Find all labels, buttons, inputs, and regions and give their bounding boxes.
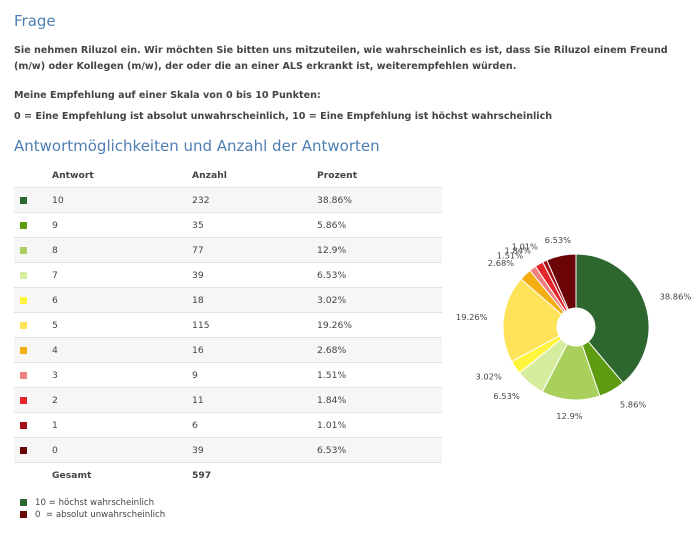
cell-prozent: 1.51%	[317, 362, 442, 388]
cell-prozent: 19.26%	[317, 312, 442, 338]
pie-slice	[575, 253, 650, 384]
slice-label: 38.86%	[660, 291, 692, 301]
cell-prozent: 2.68%	[317, 337, 442, 363]
cell-anzahl: 35	[192, 212, 317, 238]
cell-antwort: 9	[28, 212, 192, 238]
color-swatch	[20, 196, 27, 204]
pie-slice	[546, 253, 577, 311]
color-swatch	[20, 221, 27, 229]
color-swatch	[20, 396, 27, 404]
slice-label: 1.01%	[512, 242, 538, 252]
color-swatch	[20, 296, 27, 304]
cell-anzahl: 9	[192, 362, 317, 388]
slice-label: 2.68%	[488, 258, 514, 268]
cell-anzahl: 39	[192, 437, 317, 463]
legend-swatch	[20, 499, 27, 506]
table-row: 8 77 12.9%	[14, 237, 442, 263]
table-row: 3 9 1.51%	[14, 362, 442, 388]
scale-intro: Meine Empfehlung auf einer Skala von 0 b…	[14, 90, 321, 101]
legend-item: 10 = höchst wahrscheinlich	[20, 497, 165, 509]
color-swatch	[20, 246, 27, 254]
cell-anzahl: 115	[192, 312, 317, 338]
table-row: 5 115 19.26%	[14, 312, 442, 338]
table-row: 4 16 2.68%	[14, 337, 442, 363]
cell-antwort: 2	[28, 387, 192, 413]
scale-legend: 10 = höchst wahrscheinlich 0 = absolut u…	[20, 497, 165, 521]
cell-prozent: 3.02%	[317, 287, 442, 313]
slice-label: 6.53%	[545, 235, 571, 245]
color-swatch	[20, 421, 27, 429]
cell-antwort: 4	[28, 337, 192, 363]
cell-anzahl: 18	[192, 287, 317, 313]
cell-prozent: 6.53%	[317, 437, 442, 463]
cell-anzahl: 6	[192, 412, 317, 438]
slice-label: 3.02%	[476, 371, 502, 381]
slice-label: 19.26%	[456, 312, 488, 322]
slice-label: 12.9%	[556, 411, 582, 421]
header-antwort: Antwort	[52, 169, 94, 181]
cell-prozent: 5.86%	[317, 212, 442, 238]
cell-anzahl: 232	[192, 187, 317, 213]
scale-definition: 0 = Eine Empfehlung ist absolut unwahrsc…	[14, 111, 553, 122]
cell-antwort: 6	[28, 287, 192, 313]
table-row: 1 6 1.01%	[14, 412, 442, 438]
color-swatch	[20, 346, 27, 354]
cell-anzahl: 77	[192, 237, 317, 263]
legend-label: 10 = höchst wahrscheinlich	[35, 498, 155, 508]
cell-prozent: 38.86%	[317, 187, 442, 213]
pie-slice	[502, 278, 563, 363]
slice-label: 1.84%	[505, 245, 531, 255]
table-row: 6 18 3.02%	[14, 287, 442, 313]
cell-prozent: 6.53%	[317, 262, 442, 288]
answers-table: Antwort Anzahl Prozent 10 232 38.86% 9 35 5.8…	[14, 163, 442, 487]
color-swatch	[20, 271, 27, 279]
legend-label: 0 = absolut unwahrscheinlich	[35, 510, 166, 520]
header-anzahl: Anzahl	[192, 169, 227, 181]
cell-prozent: 1.84%	[317, 387, 442, 413]
header-prozent: Prozent	[317, 169, 358, 181]
cell-prozent: 12.9%	[317, 237, 442, 263]
cell-antwort: 10	[28, 187, 192, 213]
table-row: 10 232 38.86%	[14, 187, 442, 213]
table-row: 0 39 6.53%	[14, 437, 442, 463]
cell-antwort: 5	[28, 312, 192, 338]
section-title-question: Frage	[14, 12, 56, 30]
cell-antwort: 0	[28, 437, 192, 463]
section-title-answers: Antwortmöglichkeiten und Anzahl der Antw…	[14, 137, 380, 155]
cell-antwort: 7	[28, 262, 192, 288]
color-swatch	[20, 446, 27, 454]
slice-label: 1.51%	[497, 250, 523, 260]
total-row: Gesamt 597	[14, 462, 442, 487]
cell-antwort: 8	[28, 237, 192, 263]
donut-chart: 38.86% 5.86% 12.9% 6.53% 3.02% 19.26% 2.68%1.5…	[456, 235, 692, 421]
table-row: 7 39 6.53%	[14, 262, 442, 288]
color-swatch	[20, 371, 27, 379]
question-text: Sie nehmen Riluzol ein. Wir möchten Sie …	[14, 45, 668, 72]
slice-label: 5.86%	[620, 399, 646, 409]
legend-item: 0 = absolut unwahrscheinlich	[20, 509, 165, 521]
color-swatch	[20, 321, 27, 329]
slice-label: 6.53%	[493, 391, 519, 401]
table-row: 2 11 1.84%	[14, 387, 442, 413]
cell-prozent: 1.01%	[317, 412, 442, 438]
cell-antwort: 1	[28, 412, 192, 438]
cell-anzahl: 11	[192, 387, 317, 413]
cell-antwort: 3	[28, 362, 192, 388]
table-row: 9 35 5.86%	[14, 212, 442, 238]
legend-swatch	[20, 511, 27, 518]
total-value: 597	[192, 462, 317, 487]
table-header-row: Antwort Anzahl Prozent	[14, 163, 442, 188]
cell-anzahl: 39	[192, 262, 317, 288]
cell-anzahl: 16	[192, 337, 317, 363]
total-label: Gesamt	[28, 462, 192, 487]
